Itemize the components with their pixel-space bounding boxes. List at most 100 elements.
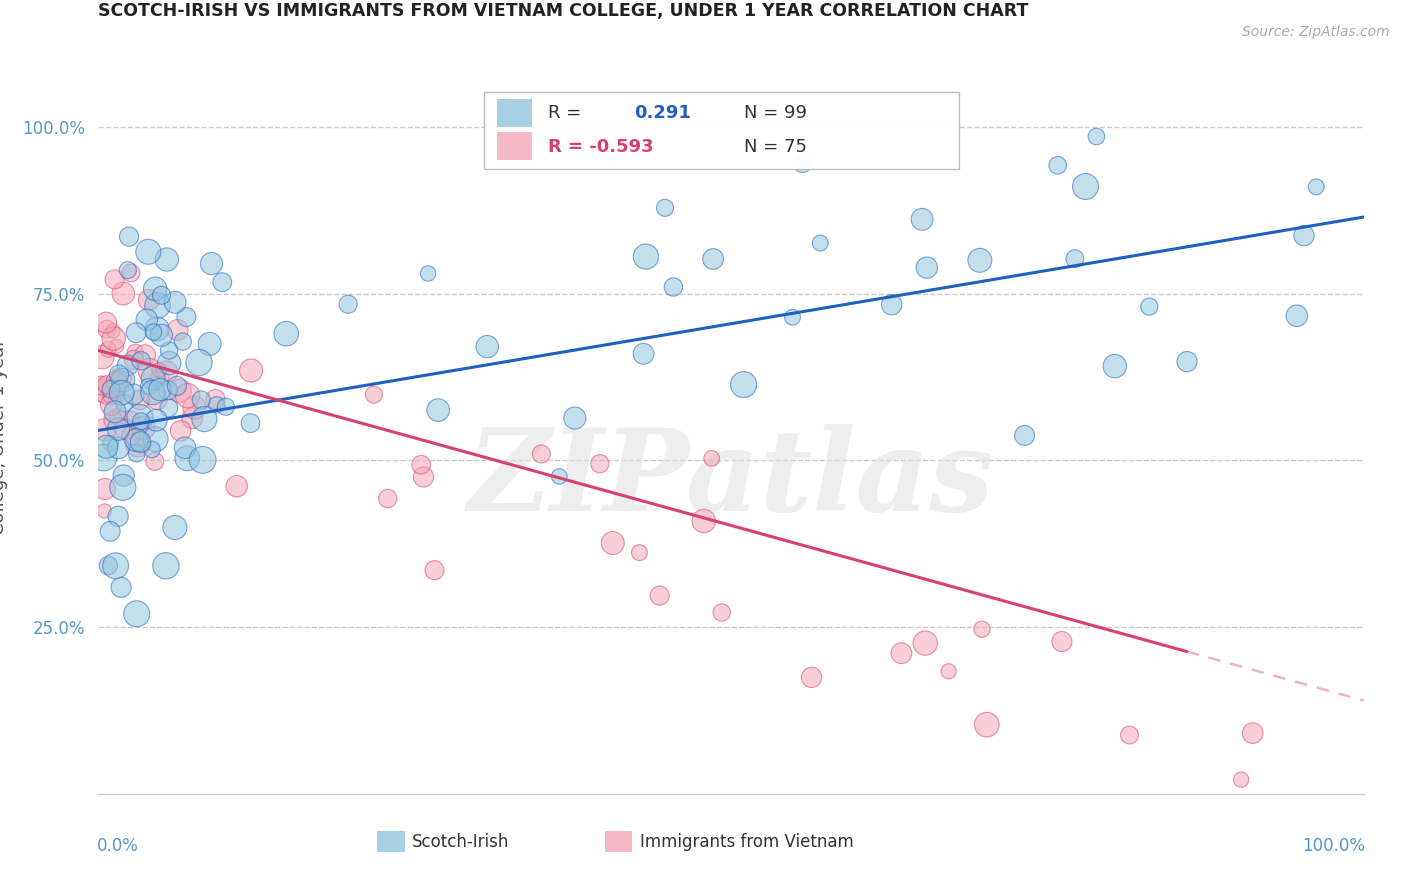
Y-axis label: College, Under 1 year: College, Under 1 year <box>0 339 8 535</box>
Point <box>157 343 180 358</box>
Point <box>150 288 173 302</box>
Point <box>127 438 149 452</box>
Point <box>105 339 128 353</box>
FancyBboxPatch shape <box>605 831 633 853</box>
Point <box>377 491 399 506</box>
Point <box>225 479 247 493</box>
Point <box>148 363 170 377</box>
Point <box>97 343 120 357</box>
Point <box>100 398 122 412</box>
Point <box>107 441 129 455</box>
Point <box>136 244 159 259</box>
Point <box>125 433 148 447</box>
Point <box>131 438 153 452</box>
Point <box>118 229 141 244</box>
Point <box>93 504 115 518</box>
Point <box>94 423 117 437</box>
Point <box>121 412 143 426</box>
Point <box>128 392 150 407</box>
Point <box>969 253 991 268</box>
Point <box>107 409 129 424</box>
Point <box>169 384 191 398</box>
Point <box>100 436 122 450</box>
Point <box>1085 129 1108 144</box>
Point <box>702 252 724 266</box>
Point <box>205 398 228 412</box>
Point <box>117 359 139 373</box>
Text: R = -0.593: R = -0.593 <box>547 138 654 156</box>
Point <box>138 379 160 393</box>
Point <box>166 323 188 337</box>
Point <box>150 328 173 343</box>
Point <box>132 421 155 435</box>
Point <box>808 235 831 250</box>
FancyBboxPatch shape <box>484 92 959 169</box>
Point <box>800 670 823 684</box>
Point <box>914 636 936 650</box>
Point <box>112 396 135 410</box>
Point <box>112 286 135 301</box>
Point <box>662 280 685 294</box>
Point <box>1305 179 1327 194</box>
Point <box>733 377 755 392</box>
Point <box>142 385 165 400</box>
Point <box>145 432 167 446</box>
Point <box>634 250 657 264</box>
Point <box>176 389 198 403</box>
Point <box>91 350 114 364</box>
Point <box>104 558 127 573</box>
Point <box>157 401 180 415</box>
Text: N = 75: N = 75 <box>744 138 807 156</box>
Point <box>1046 158 1069 172</box>
Point <box>782 310 804 325</box>
Point <box>143 282 166 296</box>
Point <box>157 356 180 370</box>
Point <box>129 414 152 428</box>
Point <box>117 263 139 277</box>
Text: Immigrants from Vietnam: Immigrants from Vietnam <box>640 833 853 851</box>
Text: ZIPatlas: ZIPatlas <box>468 425 994 535</box>
Point <box>648 589 671 603</box>
Point <box>157 384 180 398</box>
Point <box>146 392 169 407</box>
Point <box>112 468 135 483</box>
Point <box>204 392 226 406</box>
Point <box>1063 252 1085 266</box>
Point <box>103 331 125 345</box>
Point <box>101 388 124 402</box>
Point <box>134 348 156 362</box>
FancyBboxPatch shape <box>498 99 533 128</box>
Point <box>628 546 651 560</box>
Point <box>1104 359 1126 373</box>
Point <box>970 622 993 636</box>
Point <box>98 524 121 539</box>
Point <box>163 520 186 534</box>
Point <box>145 413 167 427</box>
Point <box>135 312 157 326</box>
Point <box>240 363 263 377</box>
Point <box>143 454 166 468</box>
Point <box>142 371 165 385</box>
Point <box>149 371 172 385</box>
Point <box>138 293 160 307</box>
Text: 0.291: 0.291 <box>634 104 690 122</box>
Point <box>125 326 148 340</box>
Point <box>103 413 125 427</box>
Point <box>96 386 118 401</box>
Point <box>174 441 197 455</box>
Point <box>90 378 112 392</box>
Point <box>103 385 125 400</box>
Point <box>172 334 194 349</box>
Point <box>412 470 434 484</box>
Point <box>710 606 733 620</box>
Point <box>122 352 145 367</box>
Point <box>654 201 676 215</box>
Point <box>1137 300 1160 314</box>
Point <box>423 563 446 577</box>
Point <box>477 340 499 354</box>
Point <box>239 416 262 430</box>
Point <box>633 347 655 361</box>
Point <box>1118 728 1140 742</box>
Point <box>120 428 142 442</box>
Point <box>1230 772 1253 787</box>
